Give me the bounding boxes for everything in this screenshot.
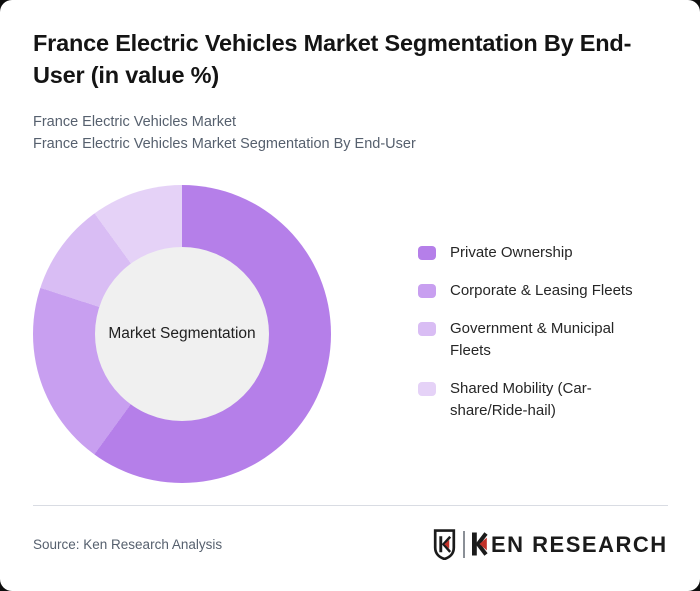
legend-label: Shared Mobility (Car-share/Ride-hail) <box>450 380 592 419</box>
legend-swatch <box>418 322 436 336</box>
legend-item: Private Ownership <box>418 242 648 264</box>
legend-item: Shared Mobility (Car-share/Ride-hail) <box>418 378 648 422</box>
chart-legend: Private Ownership Corporate & Leasing Fle… <box>418 242 648 438</box>
legend-item: Corporate & Leasing Fleets <box>418 280 648 302</box>
ken-research-shield-icon <box>433 528 456 560</box>
legend-swatch <box>418 246 436 260</box>
legend-item: Government & Municipal Fleets <box>418 318 648 362</box>
logo-separator <box>463 530 465 558</box>
donut-chart: Market Segmentation <box>33 185 331 483</box>
wordmark-text: EN RESEARCH <box>491 532 668 557</box>
chart-subtitle: France Electric Vehicles Market France E… <box>33 112 416 155</box>
ken-research-logo: EN RESEARCH <box>433 528 676 560</box>
legend-swatch <box>418 284 436 298</box>
chart-title: France Electric Vehicles Market Segmenta… <box>33 30 632 88</box>
footer: Source: Ken Research Analysis EN RESEARC… <box>33 524 676 564</box>
source-note: Source: Ken Research Analysis <box>33 536 223 552</box>
legend-swatch <box>418 382 436 396</box>
legend-label: Private Ownership <box>450 244 573 261</box>
legend-label: Corporate & Leasing Fleets <box>450 282 633 299</box>
chart-subtitle-line2: France Electric Vehicles Market Segmenta… <box>33 135 416 152</box>
donut-center-label: Market Segmentation <box>108 325 256 342</box>
chart-subtitle-line1: France Electric Vehicles Market <box>33 114 237 130</box>
donut-hole: Market Segmentation <box>95 247 269 421</box>
footer-divider <box>33 505 668 506</box>
legend-label: Government & Municipal Fleets <box>450 320 615 359</box>
ken-research-wordmark: EN RESEARCH <box>472 532 668 557</box>
